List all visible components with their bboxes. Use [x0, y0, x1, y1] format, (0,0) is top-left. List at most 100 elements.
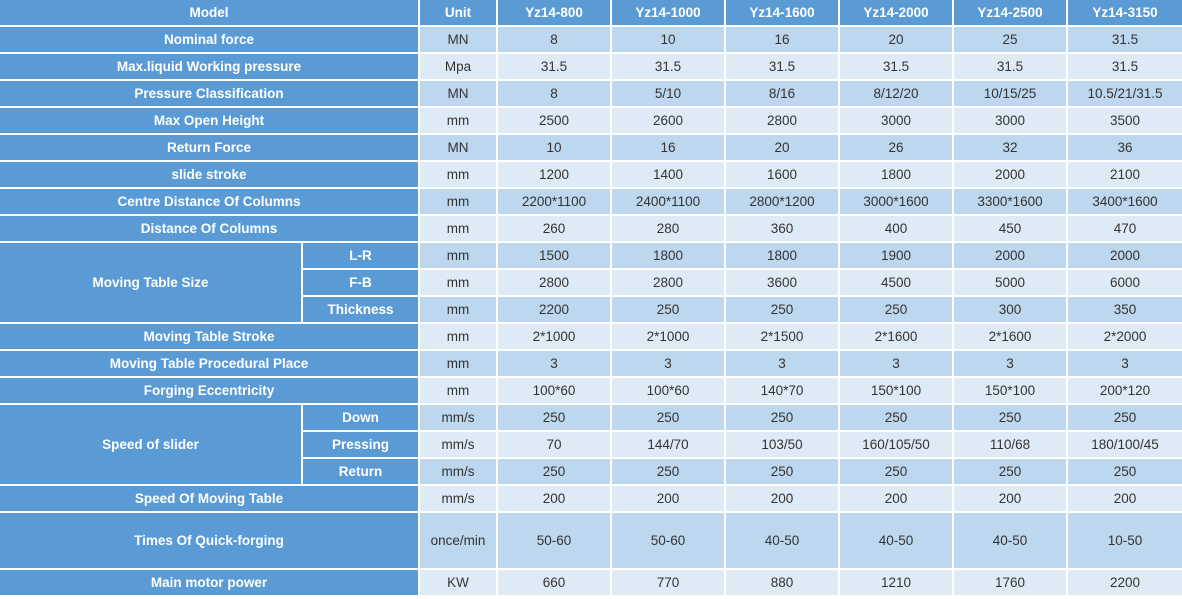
row-label: Moving Table Procedural Place: [0, 350, 420, 378]
data-cell: 250: [1067, 458, 1182, 486]
table-row: Moving Table Size L-R mm 1500 1800 1800 …: [0, 242, 1182, 324]
data-cell: 3: [839, 350, 954, 378]
table-row: Moving Table Stroke mm 2*1000 2*1000 2*1…: [0, 323, 1182, 351]
unit-cell: mm/s: [419, 404, 498, 432]
row-label: slide stroke: [0, 161, 420, 189]
data-cell: 10-50: [1067, 512, 1182, 570]
data-cell: 3: [611, 350, 726, 378]
data-cell: 50-60: [497, 512, 612, 570]
data-cell: 2000: [953, 242, 1068, 270]
data-cell: 16: [611, 134, 726, 162]
data-cell: 2400*1100: [611, 188, 726, 216]
data-cell: 180/100/45: [1067, 431, 1182, 459]
table-row: Centre Distance Of Columns mm 2200*1100 …: [0, 188, 1182, 216]
data-cell: 250: [1067, 404, 1182, 432]
data-cell: 250: [725, 404, 840, 432]
data-cell: 31.5: [1067, 53, 1182, 81]
data-cell: 31.5: [953, 53, 1068, 81]
data-cell: 660: [497, 569, 612, 595]
data-cell: 6000: [1067, 269, 1182, 297]
data-cell: 1800: [839, 161, 954, 189]
data-cell: 150*100: [953, 377, 1068, 405]
data-cell: 2*2000: [1067, 323, 1182, 351]
data-cell: 1800: [611, 242, 726, 270]
header-row: Model Unit Yz14-800 Yz14-1000 Yz14-1600 …: [0, 0, 1182, 27]
table-row: Times Of Quick-forging once/min 50-60 50…: [0, 512, 1182, 570]
data-cell: 32: [953, 134, 1068, 162]
data-cell: 200*120: [1067, 377, 1182, 405]
data-cell: 40-50: [725, 512, 840, 570]
row-label: Moving Table Stroke: [0, 323, 420, 351]
data-cell: 5000: [953, 269, 1068, 297]
data-cell: 1800: [725, 242, 840, 270]
row-label: Centre Distance Of Columns: [0, 188, 420, 216]
data-cell: 200: [725, 485, 840, 513]
model-column-header: Yz14-1600: [725, 0, 840, 27]
table-row: Max Open Height mm 2500 2600 2800 3000 3…: [0, 107, 1182, 135]
data-cell: 2200*1100: [497, 188, 612, 216]
data-cell: 350: [1067, 296, 1182, 324]
data-cell: 10/15/25: [953, 80, 1068, 108]
sub-row-label: Thickness: [302, 296, 420, 324]
data-cell: 3000: [953, 107, 1068, 135]
data-cell: 8: [497, 80, 612, 108]
data-cell: 10: [611, 26, 726, 54]
data-cell: 250: [953, 458, 1068, 486]
table-row: Speed Of Moving Table mm/s 200 200 200 2…: [0, 485, 1182, 513]
data-cell: 360: [725, 215, 840, 243]
unit-cell: mm: [419, 323, 498, 351]
row-label: Speed Of Moving Table: [0, 485, 420, 513]
data-cell: 31.5: [497, 53, 612, 81]
data-cell: 3000: [839, 107, 954, 135]
model-column-header: Yz14-3150: [1067, 0, 1182, 27]
data-cell: 31.5: [611, 53, 726, 81]
data-cell: 250: [725, 296, 840, 324]
table-row: Pressing mm/s 70 144/70 103/50 160/105/5…: [0, 431, 1182, 459]
group-label-speed-of-slider: Speed of slider: [0, 404, 303, 486]
table-row: Main motor power KW 660 770 880 1210 176…: [0, 569, 1182, 595]
data-cell: 770: [611, 569, 726, 595]
unit-cell: Mpa: [419, 53, 498, 81]
data-cell: 1900: [839, 242, 954, 270]
data-cell: 31.5: [725, 53, 840, 81]
data-cell: 280: [611, 215, 726, 243]
data-cell: 100*60: [611, 377, 726, 405]
data-cell: 20: [839, 26, 954, 54]
data-cell: 150*100: [839, 377, 954, 405]
data-cell: 2800*1200: [725, 188, 840, 216]
data-cell: 450: [953, 215, 1068, 243]
data-cell: 160/105/50: [839, 431, 954, 459]
data-cell: 470: [1067, 215, 1182, 243]
row-label: Max.liquid Working pressure: [0, 53, 420, 81]
data-cell: 144/70: [611, 431, 726, 459]
unit-cell: MN: [419, 26, 498, 54]
data-cell: 8: [497, 26, 612, 54]
unit-header: Unit: [419, 0, 498, 27]
data-cell: 2200: [1067, 569, 1182, 595]
data-cell: 100*60: [497, 377, 612, 405]
data-cell: 103/50: [725, 431, 840, 459]
data-cell: 250: [611, 404, 726, 432]
table-row: Return mm/s 250 250 250 250 250 250: [0, 458, 1182, 486]
sub-row-label: Return: [302, 458, 420, 486]
data-cell: 8/16: [725, 80, 840, 108]
data-cell: 200: [497, 485, 612, 513]
data-cell: 4500: [839, 269, 954, 297]
data-cell: 2*1600: [953, 323, 1068, 351]
table-row: Nominal force MN 8 10 16 20 25 31.5: [0, 26, 1182, 54]
data-cell: 400: [839, 215, 954, 243]
data-cell: 250: [953, 404, 1068, 432]
table-row: Return Force MN 10 16 20 26 32 36: [0, 134, 1182, 162]
unit-cell: mm/s: [419, 458, 498, 486]
unit-cell: mm/s: [419, 431, 498, 459]
data-cell: 1400: [611, 161, 726, 189]
data-cell: 31.5: [1067, 26, 1182, 54]
data-cell: 3400*1600: [1067, 188, 1182, 216]
data-cell: 3600: [725, 269, 840, 297]
sub-row-label: Down: [302, 404, 420, 432]
data-cell: 8/12/20: [839, 80, 954, 108]
data-cell: 2100: [1067, 161, 1182, 189]
data-cell: 140*70: [725, 377, 840, 405]
unit-cell: mm: [419, 242, 498, 270]
